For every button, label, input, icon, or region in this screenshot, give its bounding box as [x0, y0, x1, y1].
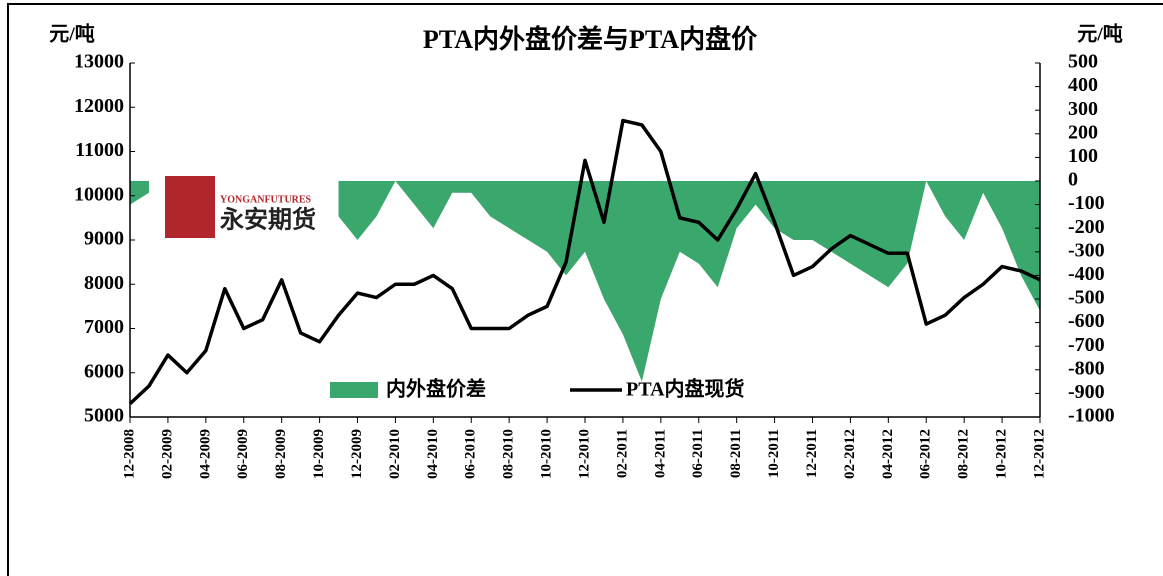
y-tick-label: 8000	[84, 272, 124, 294]
y-tick-label: 12000	[74, 95, 124, 117]
chart-title: PTA内外盘价差与PTA内盘价	[423, 24, 758, 54]
y-tick-label: 13000	[74, 51, 124, 73]
x-tick-label: 06-2009	[235, 429, 251, 479]
y2-tick-label: -300	[1068, 239, 1105, 261]
x-tick-label: 04-2012	[880, 429, 896, 479]
y2-tick-label: -600	[1068, 310, 1105, 332]
x-tick-label: 10-2012	[994, 429, 1010, 479]
y2-tick-label: -200	[1068, 216, 1105, 238]
x-tick-label: 10-2011	[766, 429, 782, 478]
y2-tick-label: 200	[1068, 121, 1098, 143]
x-tick-label: 10-2010	[539, 429, 555, 479]
y2-tick-label: -800	[1068, 357, 1105, 379]
x-tick-label: 04-2010	[425, 429, 441, 479]
x-tick-label: 04-2009	[197, 429, 213, 479]
y-tick-label: 5000	[84, 405, 124, 427]
y2-tick-label: -100	[1068, 192, 1105, 214]
y2-tick-label: 100	[1068, 145, 1098, 167]
area	[130, 181, 1040, 382]
x-tick-label: 06-2010	[463, 429, 479, 479]
y2-tick-label: 500	[1068, 51, 1098, 73]
legend-label: PTA内盘现货	[626, 377, 745, 401]
y-tick-label: 9000	[84, 228, 124, 250]
x-tick-label: 06-2011	[690, 429, 706, 478]
y-tick-label: 6000	[84, 360, 124, 382]
logo: YONGANFUTURES 永安期货	[165, 176, 316, 238]
legend-label: 内外盘价差	[386, 377, 486, 401]
plot	[128, 118, 1041, 406]
logo-cn: 永安期货	[220, 206, 316, 234]
frame	[7, 3, 1163, 576]
line	[128, 118, 1041, 406]
x-tick-label: 04-2011	[652, 429, 668, 478]
x-tick-label: 12-2012	[1031, 429, 1047, 479]
y-axis-label: 元/吨	[49, 22, 95, 46]
y2-tick-label: -900	[1068, 381, 1105, 403]
x-tick-label: 08-2009	[273, 429, 289, 479]
y2-tick-label: -400	[1068, 263, 1105, 285]
y2-axis-label: 元/吨	[1077, 22, 1123, 46]
x-tick-label: 02-2011	[614, 429, 630, 478]
y-tick-label: 11000	[75, 139, 124, 161]
x-tick-label: 02-2009	[159, 429, 175, 479]
y2-tick-label: 0	[1068, 169, 1078, 191]
x-tick-label: 12-2010	[576, 429, 592, 479]
x-tick-label: 02-2010	[387, 429, 403, 479]
x-tick-label: 12-2011	[804, 429, 820, 478]
y-tick-label: 10000	[74, 183, 124, 205]
x-tick-label: 06-2012	[918, 429, 934, 479]
legend-swatch	[330, 382, 378, 398]
y2-tick-label: -500	[1068, 287, 1105, 309]
y2-tick-label: -1000	[1068, 405, 1115, 427]
x-tick-label: 12-2008	[121, 429, 137, 479]
x-tick-label: 10-2009	[311, 429, 327, 479]
y2-tick-label: -700	[1068, 334, 1105, 356]
x-tick-label: 12-2009	[349, 429, 365, 479]
logo-en: YONGANFUTURES	[220, 194, 312, 205]
x-tick-label: 08-2012	[956, 429, 972, 479]
y2-tick-label: 300	[1068, 98, 1098, 120]
y2-tick-label: 400	[1068, 74, 1098, 96]
y-tick-label: 7000	[84, 316, 124, 338]
x-tick-label: 02-2012	[842, 429, 858, 479]
x-tick-label: 08-2011	[728, 429, 744, 478]
x-tick-label: 08-2010	[501, 429, 517, 479]
logo-box	[165, 176, 215, 238]
